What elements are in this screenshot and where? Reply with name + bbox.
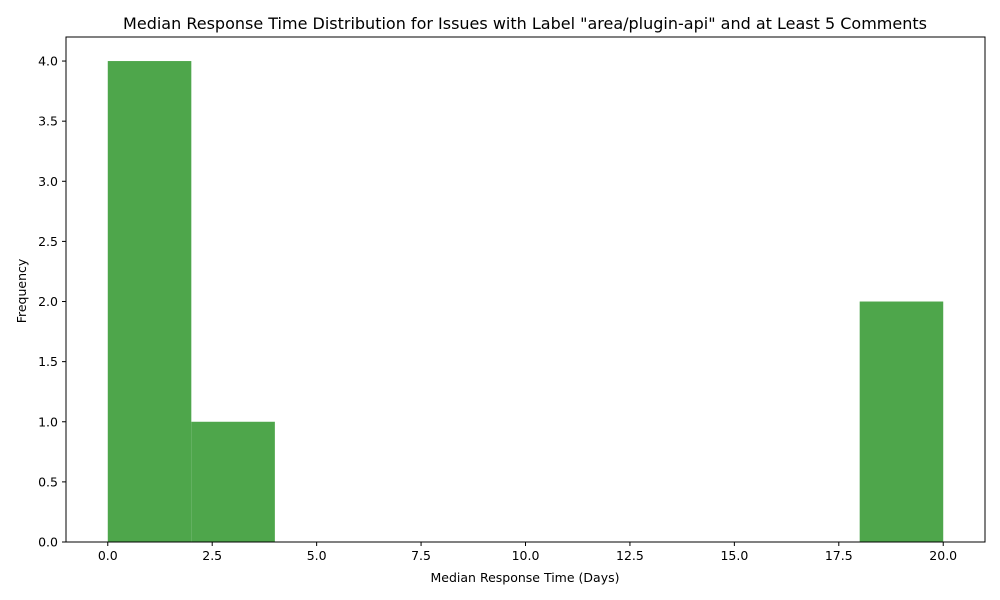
histogram-bar-9 [859,301,944,542]
x-tick-label: 12.5 [616,548,644,563]
x-tick-label: 17.5 [825,548,853,563]
y-tick-label: 4.0 [38,54,58,69]
x-tick-label: 20.0 [929,548,957,563]
y-tick-label: 1.5 [38,354,58,369]
histogram-bar-0 [107,61,192,543]
y-tick-label: 3.5 [38,114,58,129]
y-tick-label: 0.5 [38,474,58,489]
chart-title: Median Response Time Distribution for Is… [123,14,927,33]
x-tick-label: 10.0 [512,548,540,563]
bars-group [107,61,944,543]
y-tick-label: 2.0 [38,294,58,309]
y-axis-ticks: 0.0 0.5 1.0 1.5 2.0 2.5 3.0 3.5 4.0 [38,54,66,550]
y-tick-label: 0.0 [38,535,58,550]
x-axis-label: Median Response Time (Days) [431,570,620,585]
x-tick-label: 5.0 [307,548,327,563]
x-tick-label: 2.5 [202,548,222,563]
x-tick-label: 0.0 [98,548,118,563]
y-axis-label: Frequency [14,258,29,323]
y-tick-label: 3.0 [38,174,58,189]
y-tick-label: 1.0 [38,414,58,429]
y-tick-label: 2.5 [38,234,58,249]
x-tick-label: 7.5 [411,548,431,563]
histogram-bar-1 [191,421,275,542]
x-axis-ticks: 0.0 2.5 5.0 7.5 10.0 12.5 15.0 17.5 20.0 [98,542,957,563]
x-tick-label: 15.0 [720,548,748,563]
